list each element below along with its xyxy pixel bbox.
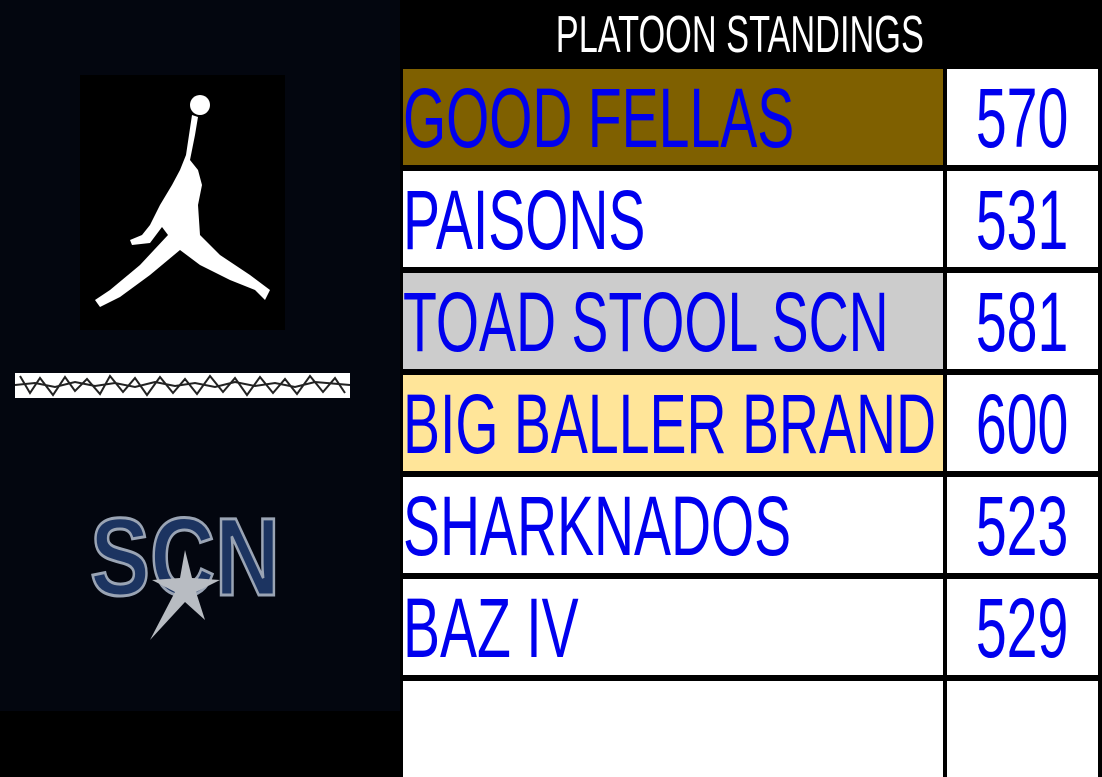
team-name-cell: SHARKNADOS xyxy=(403,477,943,573)
team-name-cell: TOAD STOOL SCN xyxy=(403,273,943,369)
logo-panel: SCN xyxy=(0,0,400,711)
team-name-cell: BIG BALLER BRAND xyxy=(403,375,943,471)
team-name-cell: GOOD FELLAS xyxy=(403,69,943,165)
team-score: 529 xyxy=(976,581,1069,675)
team-score: 570 xyxy=(976,71,1069,165)
team-score-cell: 523 xyxy=(947,477,1098,573)
elephant-print-strip xyxy=(15,373,350,398)
jumpman-logo xyxy=(80,75,285,330)
team-name-cell xyxy=(403,681,943,777)
team-score-cell: 600 xyxy=(947,375,1098,471)
team-name: GOOD FELLAS xyxy=(403,71,795,165)
page-title: PLATOON STANDINGS xyxy=(555,6,925,64)
scn-logo: SCN xyxy=(80,480,290,650)
team-score-cell xyxy=(947,681,1098,777)
team-name-cell: BAZ IV xyxy=(403,579,943,675)
team-name: BIG BALLER BRAND xyxy=(403,377,937,471)
team-score: 531 xyxy=(976,173,1069,267)
team-name: SHARKNADOS xyxy=(403,479,792,573)
team-score: 523 xyxy=(976,479,1069,573)
team-name: TOAD STOOL SCN xyxy=(403,275,889,369)
standings-table: PLATOON STANDINGS GOOD FELLAS 570 PAISONS 5… xyxy=(400,0,1102,777)
team-score: 600 xyxy=(976,377,1069,471)
team-score-cell: 581 xyxy=(947,273,1098,369)
team-score: 581 xyxy=(976,275,1069,369)
team-score-cell: 531 xyxy=(947,171,1098,267)
team-score-cell: 529 xyxy=(947,579,1098,675)
team-name: PAISONS xyxy=(403,173,646,267)
team-name-cell: PAISONS xyxy=(403,171,943,267)
team-name: BAZ IV xyxy=(403,581,579,675)
team-score-cell: 570 xyxy=(947,69,1098,165)
